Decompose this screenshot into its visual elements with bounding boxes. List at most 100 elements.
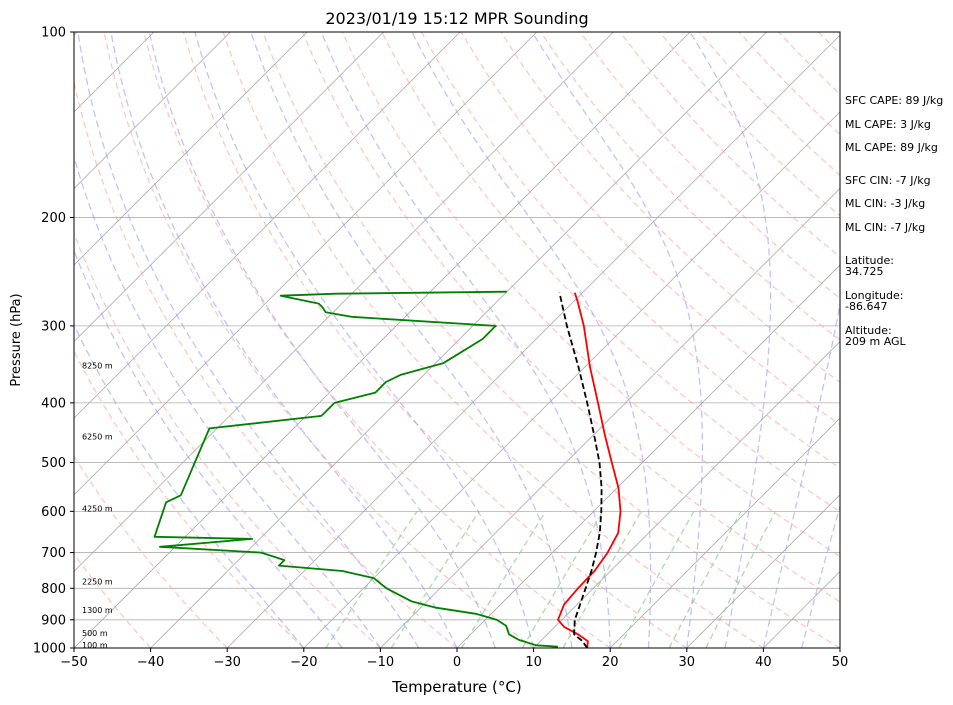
dry-adiabat bbox=[74, 79, 458, 648]
side-label-line: 34.725 bbox=[845, 265, 884, 278]
x-tick-label: −50 bbox=[60, 655, 87, 670]
dry-adiabat bbox=[262, 32, 840, 648]
chart-title: 2023/01/19 15:12 MPR Sounding bbox=[325, 9, 588, 28]
x-tick-label: 40 bbox=[755, 655, 772, 670]
y-axis-ticks: 100 200 300 400 500 600 700 800 900 1000 bbox=[33, 26, 74, 657]
x-tick-label: 30 bbox=[679, 655, 696, 670]
side-label-line: Altitude: bbox=[845, 324, 892, 337]
x-tick-label: 0 bbox=[453, 655, 461, 670]
mixing-ratio-line bbox=[618, 510, 695, 648]
side-label-line: ML CIN: -3 J/kg bbox=[845, 197, 925, 210]
side-label-line: SFC CIN: -7 J/kg bbox=[845, 174, 931, 187]
isotherm-line bbox=[74, 32, 538, 496]
temperature-trace bbox=[557, 292, 622, 648]
side-label-line: Longitude: bbox=[845, 289, 903, 302]
dry-adiabat bbox=[937, 32, 953, 648]
moist-adiabat bbox=[110, 32, 458, 648]
x-tick-label: 20 bbox=[602, 655, 619, 670]
moist-adiabat bbox=[250, 32, 573, 648]
y-tick-label: 900 bbox=[41, 613, 66, 628]
y-tick-label: 500 bbox=[41, 456, 66, 471]
isotherm-line bbox=[533, 341, 840, 648]
parcel-trace bbox=[558, 292, 603, 648]
x-tick-label: −10 bbox=[367, 655, 394, 670]
isotherm-line bbox=[456, 264, 840, 648]
side-label-line: ML CAPE: 89 J/kg bbox=[845, 141, 938, 154]
dry-adiabat bbox=[74, 231, 381, 648]
moist-adiabat bbox=[148, 32, 496, 648]
height-label: 6250 m bbox=[82, 433, 113, 442]
x-tick-label: 10 bbox=[525, 655, 542, 670]
side-label-line: 209 m AGL bbox=[845, 335, 907, 348]
isotherm-line bbox=[74, 32, 614, 572]
height-label: 4250 m bbox=[82, 505, 113, 514]
moist-adiabat bbox=[801, 504, 840, 648]
y-tick-label: 300 bbox=[41, 319, 66, 334]
y-tick-label: 100 bbox=[41, 26, 66, 41]
dewpoint-trace bbox=[153, 290, 558, 648]
x-tick-label: −40 bbox=[137, 655, 164, 670]
moist-adiabat bbox=[77, 32, 420, 648]
mixing-ratio-line bbox=[325, 510, 418, 648]
y-tick-label: 400 bbox=[41, 396, 66, 411]
mixing-ratio-line bbox=[521, 510, 604, 648]
height-labels: 100 m 500 m 1300 m 2250 m 4250 m 6250 m 8250 m bbox=[82, 362, 113, 650]
moist-adiabat bbox=[74, 154, 381, 648]
isotherm-line bbox=[74, 32, 231, 189]
mixing-ratio-line bbox=[461, 510, 547, 648]
mixing-ratio-line bbox=[705, 510, 777, 648]
dry-adiabat bbox=[103, 32, 534, 648]
moist-adiabat bbox=[74, 323, 305, 648]
x-tick-label: −30 bbox=[213, 655, 240, 670]
dry-adiabat bbox=[182, 32, 688, 648]
isotherm-line bbox=[226, 34, 840, 648]
side-label-line: -86.647 bbox=[845, 300, 887, 313]
moist-adiabat bbox=[411, 32, 652, 648]
side-label-line: ML CIN: -7 J/kg bbox=[845, 221, 925, 234]
x-axis-title: Temperature (°C) bbox=[391, 678, 521, 696]
isotherm-line bbox=[74, 32, 384, 343]
height-label: 8250 m bbox=[82, 362, 113, 371]
sounding-traces bbox=[153, 290, 622, 648]
moist-adiabat bbox=[689, 32, 772, 648]
sounding-indices-panel: SFC CAPE: 89 J/kg ML CAPE: 3 J/kg ML CAPE:… bbox=[845, 94, 943, 348]
isotherm-line bbox=[686, 494, 840, 648]
y-tick-label: 600 bbox=[41, 505, 66, 520]
moist-adiabat bbox=[74, 248, 343, 648]
y-tick-label: 1000 bbox=[33, 642, 66, 657]
plot-frame bbox=[73, 31, 841, 649]
height-label: 100 m bbox=[82, 641, 108, 650]
x-axis-ticks: −50 −40 −30 −20 −10 0 10 20 30 40 50 bbox=[60, 648, 848, 670]
isotherm-line bbox=[0, 32, 1, 648]
isotherm-line bbox=[74, 32, 461, 419]
dry-adiabat bbox=[143, 32, 611, 648]
x-tick-label: 50 bbox=[832, 655, 849, 670]
height-label: 1300 m bbox=[82, 606, 113, 615]
side-label-line: ML CAPE: 3 J/kg bbox=[845, 118, 931, 131]
mixing-ratio-line bbox=[390, 510, 480, 648]
moist-adiabat bbox=[194, 32, 535, 648]
moist-adiabat bbox=[531, 32, 704, 648]
background-grid bbox=[0, 32, 953, 648]
height-label: 2250 m bbox=[82, 578, 113, 587]
dry-adiabat bbox=[74, 454, 228, 648]
dry-adiabat bbox=[74, 349, 305, 648]
side-label-line: SFC CAPE: 89 J/kg bbox=[845, 94, 943, 107]
y-axis-title: Pressure (hPa) bbox=[9, 293, 24, 386]
x-tick-label: −20 bbox=[290, 655, 317, 670]
isotherm-line bbox=[74, 32, 691, 648]
isotherm-line bbox=[303, 111, 840, 648]
isotherm-line bbox=[74, 32, 308, 266]
height-label: 500 m bbox=[82, 629, 108, 638]
isotherm-line bbox=[150, 32, 767, 648]
y-tick-label: 700 bbox=[41, 546, 66, 561]
isotherm-line bbox=[380, 187, 840, 648]
isotherm-line bbox=[609, 417, 840, 648]
dry-adiabat bbox=[222, 32, 764, 648]
dry-adiabat bbox=[579, 32, 840, 300]
moist-adiabat bbox=[762, 301, 840, 648]
mixing-ratio-line bbox=[668, 510, 742, 648]
y-tick-label: 800 bbox=[41, 582, 66, 597]
y-tick-label: 200 bbox=[41, 211, 66, 226]
